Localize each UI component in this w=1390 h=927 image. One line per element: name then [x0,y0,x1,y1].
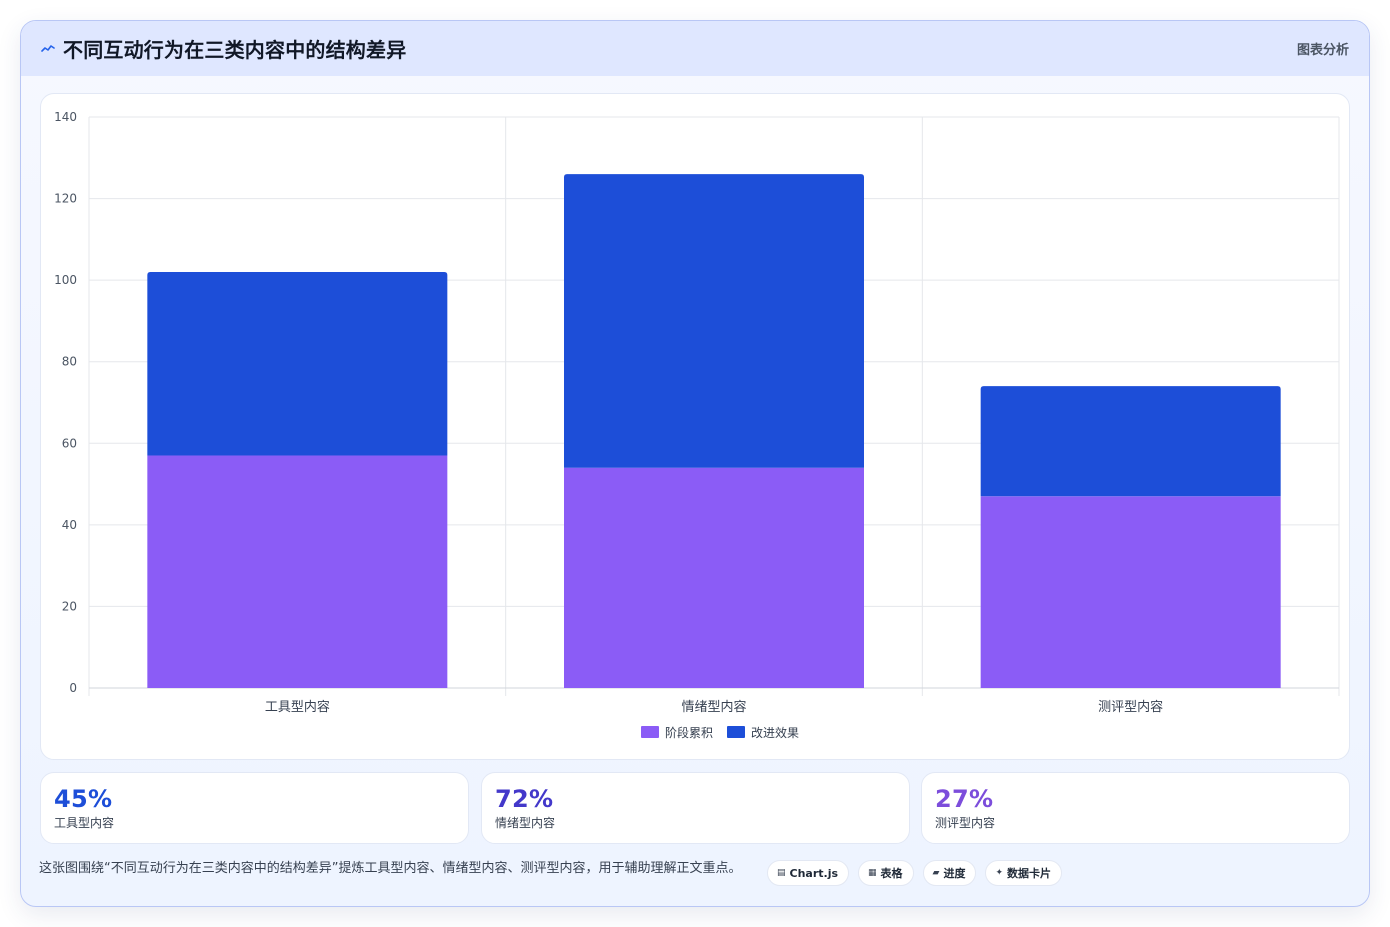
bar-segment [147,271,448,456]
chart-icon: ▤ [777,868,786,878]
table-icon: ▦ [868,868,877,878]
y-tick-label: 20 [62,599,77,613]
stat-card-emotion: 72% 情绪型内容 [481,772,910,844]
y-tick-label: 40 [62,518,77,532]
chart-card: 0 20 40 60 80 100 120 140 工具型内容 情绪型内容 测评型内容阶段累积 改进效… [40,93,1350,760]
stat-label: 情绪型内容 [495,816,556,830]
chart-description: 这张图围绕“不同互动行为在三类内容中的结构差异”提炼工具型内容、情绪型内容、测评… [39,861,742,876]
legend-label: 改进效果 [751,725,799,740]
y-tick-label: 140 [54,110,77,124]
y-tick-label: 0 [69,681,77,695]
legend-label: 阶段累积 [665,725,713,740]
header-tag: 图表分析 [1296,43,1349,58]
x-tick-label: 测评型内容 [1098,699,1163,715]
pill-label: Chart.js [789,866,839,880]
panel-header: 不同互动行为在三类内容中的结构差异 图表分析 [21,21,1369,76]
stat-value: 45% [54,785,113,813]
sparkline-icon [41,42,55,56]
legend-swatch [641,726,659,738]
stat-value: 72% [495,785,554,813]
stat-label: 测评型内容 [935,816,996,830]
bar-segment [147,455,448,688]
pill-chartjs[interactable]: ▤ Chart.js [767,860,850,886]
feature-pills: ▤ Chart.js ▦ 表格 ▰ 进度 ✦ 数据卡片 [767,860,1063,886]
title-group: 不同互动行为在三类内容中的结构差异 [41,34,406,63]
y-tick-label: 120 [54,192,77,206]
x-tick-label: 工具型内容 [265,699,330,715]
progress-icon: ▰ [932,868,940,878]
pill-label: 表格 [880,867,903,880]
pill-table[interactable]: ▦ 表格 [858,860,914,886]
stat-card-review: 27% 测评型内容 [921,772,1350,844]
pill-progress[interactable]: ▰ 进度 [922,860,977,886]
chart-panel: 不同互动行为在三类内容中的结构差异 图表分析 0 20 40 60 80 100 120 14… [20,20,1370,907]
pill-label: 进度 [943,867,966,880]
legend-swatch [727,726,745,738]
y-tick-label: 80 [62,355,77,369]
pill-data-cards[interactable]: ✦ 数据卡片 [985,860,1063,886]
stat-card-tool: 45% 工具型内容 [40,772,469,844]
y-tick-label: 100 [54,273,77,287]
bar-segment [564,467,864,688]
stat-label: 工具型内容 [54,816,115,830]
pill-label: 数据卡片 [1007,867,1052,880]
sparkle-icon: ✦ [995,868,1004,878]
page-title: 不同互动行为在三类内容中的结构差异 [63,38,407,62]
y-tick-label: 60 [62,436,77,450]
stat-value: 27% [935,785,994,813]
bar-segment [564,174,864,468]
bar-segment [980,386,1281,497]
bar-segment [980,496,1281,688]
x-tick-label: 情绪型内容 [681,699,746,715]
